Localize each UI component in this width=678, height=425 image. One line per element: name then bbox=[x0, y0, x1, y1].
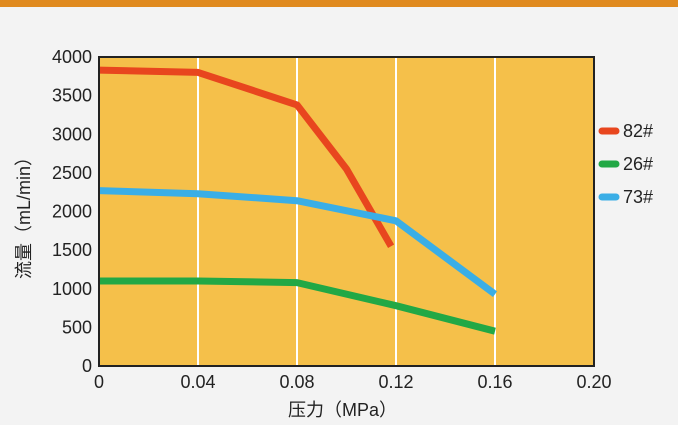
y-tick-label: 1000 bbox=[52, 279, 92, 299]
series-line-73 bbox=[98, 187, 498, 298]
x-tick-label: 0.20 bbox=[576, 372, 611, 392]
plot-frame bbox=[98, 56, 595, 367]
x-tick-label: 0.12 bbox=[378, 372, 413, 392]
legend-label-26: 26# bbox=[623, 154, 653, 174]
series-lines bbox=[98, 66, 498, 335]
y-tick-label: 2500 bbox=[52, 163, 92, 183]
y-tick-label: 1500 bbox=[52, 240, 92, 260]
top-accent-bar bbox=[0, 0, 678, 7]
x-tick-label: 0.04 bbox=[180, 372, 215, 392]
legend-label-73: 73# bbox=[623, 187, 653, 207]
series-line-26 bbox=[99, 277, 496, 335]
series-line-82 bbox=[98, 66, 395, 249]
legend: 82# 26# 73# bbox=[598, 121, 653, 207]
x-axis-title: 压力（MPa） bbox=[288, 400, 397, 420]
x-tick-label: 0.16 bbox=[477, 372, 512, 392]
y-tick-label: 0 bbox=[82, 356, 92, 376]
y-tick-label: 500 bbox=[62, 317, 92, 337]
y-tick-labels: 0 500 1000 1500 2000 2500 3000 3500 4000 bbox=[52, 47, 92, 376]
legend-label-82: 82# bbox=[623, 121, 653, 141]
x-tick-label: 0 bbox=[94, 372, 104, 392]
y-tick-label: 3500 bbox=[52, 86, 92, 106]
y-axis-title: 流量（mL/min） bbox=[14, 148, 34, 279]
y-tick-label: 2000 bbox=[52, 202, 92, 222]
y-tick-label: 3000 bbox=[52, 124, 92, 144]
y-tick-label: 4000 bbox=[52, 47, 92, 67]
x-tick-label: 0.08 bbox=[279, 372, 314, 392]
x-tick-labels: 0 0.04 0.08 0.12 0.16 0.20 bbox=[94, 372, 612, 392]
